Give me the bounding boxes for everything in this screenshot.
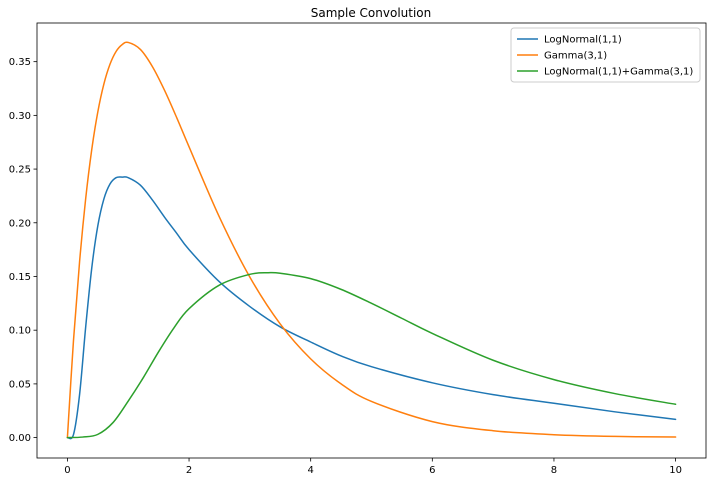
legend: LogNormal(1,1) Gamma(3,1) LogNormal(1,1)+G…: [510, 27, 701, 83]
x-tick-label: 8: [551, 465, 557, 476]
y-tick-label: 0.25: [9, 165, 31, 176]
x-tick-label: 10: [669, 465, 682, 476]
y-tick-label: 0.15: [9, 272, 31, 283]
y-tick-label: 0.10: [9, 326, 31, 337]
series-line-3: [66, 271, 677, 439]
legend-label-2: Gamma(3,1): [544, 51, 607, 62]
y-tick-label: 0.05: [9, 379, 31, 390]
ticks-layer: 0 2 4 6 8 10 0.00 0.05 0.10 0.15 0.20 0.25 0.30 0.35: [9, 57, 682, 476]
legend-label-3: LogNormal(1,1)+Gamma(3,1): [544, 67, 693, 78]
series-layer: [66, 41, 677, 440]
x-tick-label: 2: [186, 465, 192, 476]
x-tick-label: 6: [429, 465, 435, 476]
chart-title: Sample Convolution: [311, 6, 432, 20]
series-line-2: [66, 41, 677, 439]
x-tick-label: 0: [64, 465, 70, 476]
legend-box: [510, 27, 701, 83]
y-tick-label: 0.35: [9, 57, 31, 68]
series-line-1: [66, 176, 677, 440]
axes-frame: [36, 22, 707, 459]
y-tick-label: 0.30: [9, 111, 31, 122]
x-tick-label: 4: [307, 465, 313, 476]
y-tick-label: 0.00: [9, 433, 31, 444]
y-tick-label: 0.20: [9, 218, 31, 229]
legend-label-1: LogNormal(1,1): [544, 35, 622, 46]
